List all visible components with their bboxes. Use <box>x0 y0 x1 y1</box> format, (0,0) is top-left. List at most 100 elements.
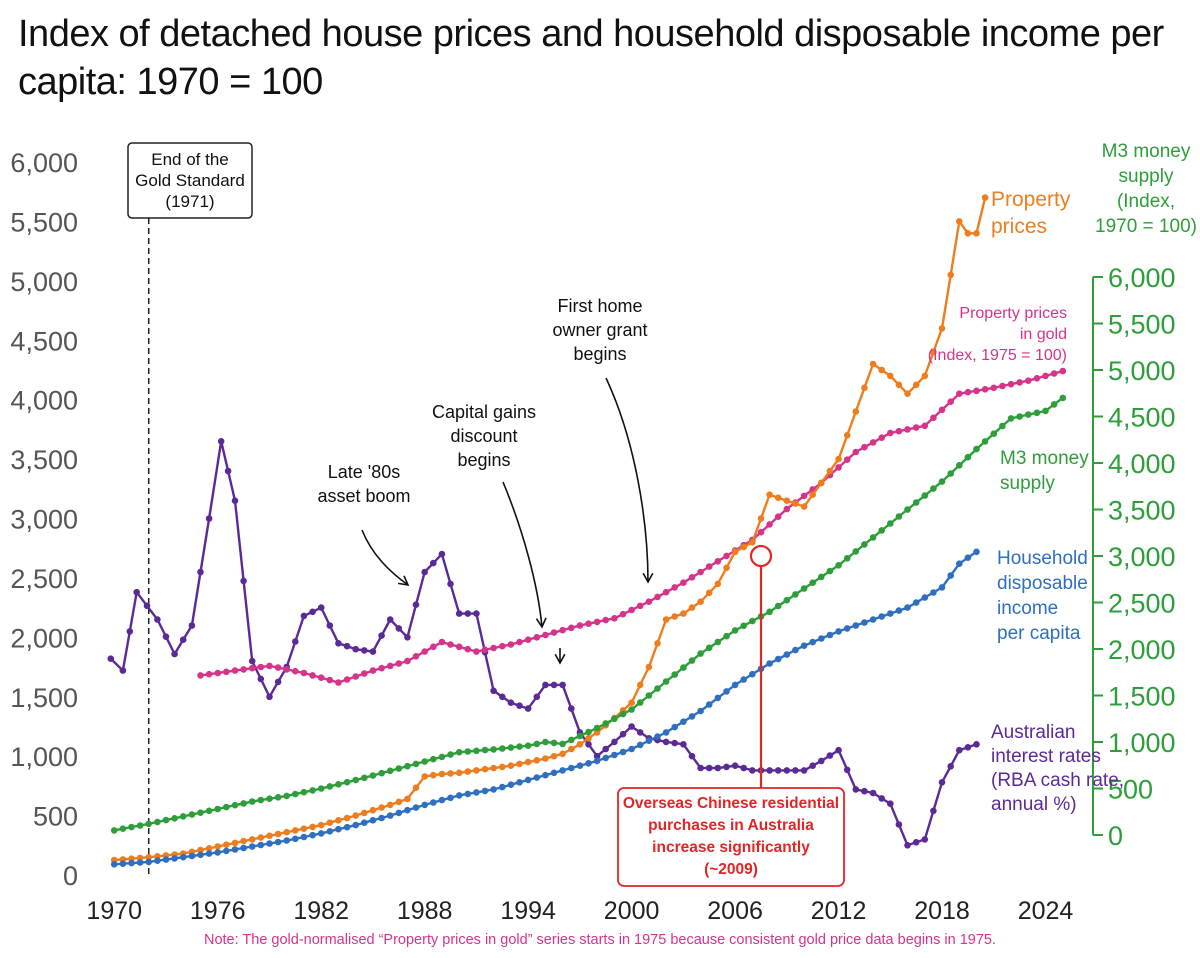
y-tick-label-right: 5,500 <box>1108 310 1176 340</box>
y-tick-label-left: 1,500 <box>10 683 78 713</box>
data-point-m3 <box>990 430 998 438</box>
data-point-property <box>136 854 144 862</box>
data-point-gold <box>292 667 299 675</box>
data-point-rates <box>973 741 980 748</box>
data-point-rates <box>421 568 429 576</box>
data-point-property <box>662 616 670 623</box>
data-point-income <box>723 688 730 695</box>
data-point-gold <box>499 642 506 650</box>
data-point-m3 <box>887 520 894 527</box>
annotation-cgt-line: begins <box>457 450 510 470</box>
data-point-rates <box>800 767 808 774</box>
right-axis-title: M3 money supply (Index, 1970 = 100) <box>1095 141 1197 237</box>
series-label-rates: Australian interest rates (RBA cash rate, a… <box>991 722 1124 815</box>
data-point-rates <box>507 699 515 706</box>
chart-note: Note: The gold-normalised “Property pric… <box>203 932 997 948</box>
data-point-income <box>800 642 808 649</box>
series-label-property-line: Property <box>991 188 1071 211</box>
series-gold <box>197 367 1067 686</box>
series-label-rates-line: interest rates <box>991 746 1101 767</box>
data-point-m3 <box>697 650 704 657</box>
data-point-property <box>826 467 834 475</box>
series-label-property-line: prices <box>991 215 1047 238</box>
data-point-m3 <box>119 825 127 832</box>
data-point-gold <box>524 636 532 643</box>
data-point-gold <box>869 439 877 446</box>
arrow-cgt <box>502 481 547 629</box>
data-point-m3 <box>576 732 584 740</box>
data-point-income <box>766 660 773 667</box>
data-point-property <box>671 613 678 620</box>
x-tick-label: 2018 <box>914 897 970 925</box>
data-point-income <box>697 707 704 715</box>
data-point-property <box>869 360 877 368</box>
data-point-m3 <box>197 809 204 816</box>
data-point-property <box>636 681 644 689</box>
data-point-m3 <box>938 478 946 485</box>
data-point-m3 <box>783 596 791 604</box>
data-point-income <box>947 572 954 579</box>
annotation-cgt: Capital gains discount begins <box>432 402 536 470</box>
data-point-income <box>309 831 316 839</box>
data-point-rates <box>766 767 773 774</box>
data-point-property <box>343 814 351 822</box>
data-point-property <box>309 823 316 831</box>
data-point-rates <box>619 730 627 738</box>
data-point-gold <box>843 456 851 464</box>
data-point-m3 <box>162 816 170 824</box>
data-point-gold <box>619 610 627 618</box>
data-point-gold <box>800 492 808 500</box>
data-point-income <box>550 769 558 777</box>
annotation-gold-standard: End of the Gold Standard (1971) <box>127 142 253 219</box>
data-point-income <box>887 610 894 617</box>
data-point-rates <box>585 741 592 748</box>
data-point-rates <box>671 739 678 747</box>
series-label-income-line: Household <box>997 548 1088 569</box>
data-point-property <box>266 832 273 840</box>
data-point-m3 <box>774 602 782 610</box>
data-point-gold <box>714 558 722 565</box>
data-point-property <box>533 757 541 764</box>
annotation-chinese-marker <box>749 544 773 568</box>
data-point-m3 <box>499 745 506 752</box>
data-point-gold <box>395 660 403 667</box>
annotation-fhog-line: owner grant <box>552 320 647 340</box>
data-point-rates <box>705 764 713 772</box>
data-point-income <box>568 764 575 772</box>
data-point-m3 <box>404 762 411 770</box>
data-point-rates <box>119 667 127 674</box>
data-point-property <box>231 839 239 847</box>
data-point-rates <box>714 764 722 772</box>
data-point-gold <box>473 648 480 655</box>
data-point-income <box>912 599 920 606</box>
data-point-property <box>404 795 411 803</box>
data-point-rates <box>680 741 687 748</box>
data-point-property <box>292 827 299 834</box>
data-point-gold <box>550 629 558 636</box>
y-tick-label-right: 2,000 <box>1108 635 1176 665</box>
data-point-income <box>266 840 273 847</box>
data-point-gold <box>197 672 204 679</box>
data-point-property <box>981 194 989 201</box>
data-point-income <box>240 844 247 852</box>
data-point-m3 <box>343 778 351 786</box>
data-point-gold <box>912 424 920 431</box>
data-point-m3 <box>800 585 808 592</box>
data-point-gold <box>895 427 903 435</box>
y-tick-label-right: 1,000 <box>1108 728 1176 758</box>
data-point-property <box>809 491 816 499</box>
data-point-property <box>783 497 791 505</box>
data-point-m3 <box>524 742 532 749</box>
data-point-m3 <box>964 453 972 461</box>
y-tick-label-left: 5,500 <box>10 207 78 237</box>
series-label-property: Property prices <box>991 188 1071 238</box>
data-point-m3 <box>248 798 256 805</box>
annotation-gold-standard-line: Gold Standard <box>135 171 245 190</box>
data-point-gold <box>576 622 584 629</box>
data-point-rates <box>636 729 644 736</box>
data-point-income <box>447 794 454 802</box>
data-point-rates <box>835 746 842 754</box>
data-point-property <box>438 770 446 778</box>
data-point-gold <box>205 670 213 678</box>
